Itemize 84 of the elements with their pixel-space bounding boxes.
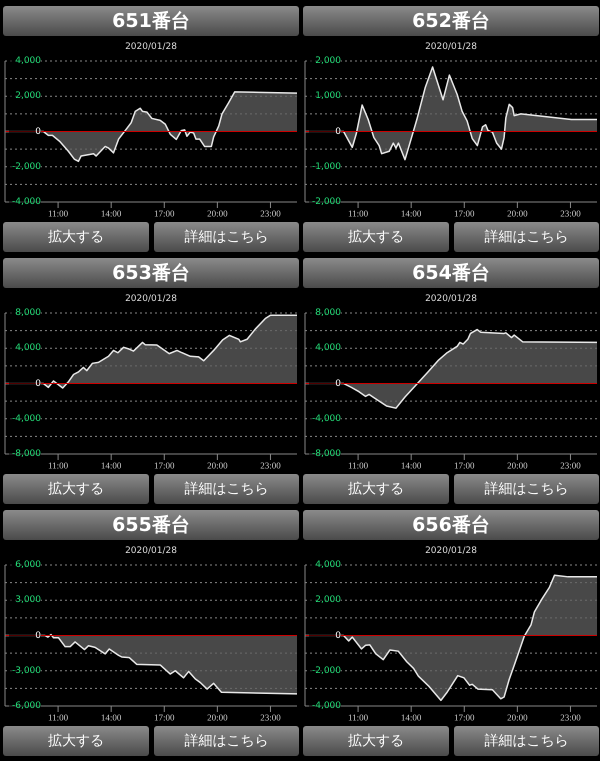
y-tick-label: -8,000 bbox=[309, 448, 341, 460]
text: 拡大する bbox=[3, 222, 148, 252]
x-tick-label: 17:00 bbox=[454, 460, 476, 470]
y-tick-label: 2,000 bbox=[309, 55, 341, 67]
y-tick-label: 0 bbox=[9, 630, 41, 642]
x-tick-label: 20:00 bbox=[207, 460, 228, 470]
text: 拡大する bbox=[303, 726, 448, 756]
x-tick-label: 14:00 bbox=[400, 712, 422, 722]
x-tick-label: 11:00 bbox=[348, 208, 369, 218]
y-tick-label: -6,000 bbox=[9, 700, 41, 712]
chart-title: 651番台 bbox=[3, 6, 299, 36]
x-tick-label: 14:00 bbox=[100, 208, 122, 218]
y-tick-label: 0 bbox=[309, 630, 341, 642]
y-tick-label: -2,000 bbox=[309, 664, 341, 677]
y-tick-label: -3,000 bbox=[9, 664, 41, 677]
x-tick-label: 11:00 bbox=[48, 712, 69, 722]
y-tick-label: 4,000 bbox=[309, 559, 341, 571]
y-tick-label: 0 bbox=[309, 378, 341, 390]
y-tick-label: -1,000 bbox=[309, 160, 341, 173]
text: 詳細はこちら bbox=[454, 474, 599, 504]
x-tick-label: 17:00 bbox=[154, 712, 176, 722]
x-tick-label: 23:00 bbox=[260, 712, 282, 722]
text: 拡大する bbox=[3, 474, 148, 504]
text: 詳細はこちら bbox=[454, 222, 599, 252]
x-tick-label: 17:00 bbox=[154, 208, 176, 218]
text: 詳細はこちら bbox=[454, 726, 599, 756]
text: 詳細はこちら bbox=[154, 474, 299, 504]
y-tick-label: -4,000 bbox=[309, 412, 341, 425]
chart-title: 654番台 bbox=[303, 258, 599, 288]
x-tick-label: 20:00 bbox=[507, 208, 528, 218]
text: 拡大する bbox=[303, 222, 448, 252]
y-tick-label: 0 bbox=[9, 378, 41, 390]
y-tick-label: -2,000 bbox=[309, 196, 341, 208]
chart-title: 656番台 bbox=[303, 510, 599, 540]
x-tick-label: 11:00 bbox=[348, 712, 369, 722]
chart-title: 655番台 bbox=[3, 510, 299, 540]
chart-subtitle: 2020/01/28 bbox=[424, 41, 478, 54]
x-tick-label: 11:00 bbox=[348, 460, 369, 470]
x-tick-label: 11:00 bbox=[48, 460, 69, 470]
x-tick-label: 20:00 bbox=[507, 460, 528, 470]
y-tick-label: 8,000 bbox=[309, 307, 341, 319]
y-tick-label: 8,000 bbox=[9, 307, 41, 319]
x-tick-label: 23:00 bbox=[560, 712, 582, 722]
chart-title: 652番台 bbox=[303, 6, 599, 36]
x-tick-label: 11:00 bbox=[48, 208, 69, 218]
x-tick-label: 14:00 bbox=[400, 460, 422, 470]
x-tick-label: 23:00 bbox=[560, 460, 582, 470]
y-tick-label: 1,000 bbox=[309, 90, 341, 102]
chart-subtitle: 2020/01/28 bbox=[424, 545, 478, 558]
x-tick-label: 20:00 bbox=[207, 208, 228, 218]
chart-title: 653番台 bbox=[3, 258, 299, 288]
x-tick-label: 14:00 bbox=[100, 460, 122, 470]
text: 詳細はこちら bbox=[154, 222, 299, 252]
chart-subtitle: 2020/01/28 bbox=[124, 41, 178, 54]
x-tick-label: 14:00 bbox=[400, 208, 422, 218]
chart-subtitle: 2020/01/28 bbox=[424, 293, 478, 306]
y-tick-label: 2,000 bbox=[309, 594, 341, 606]
y-tick-label: 4,000 bbox=[9, 342, 41, 354]
x-tick-label: 17:00 bbox=[454, 208, 476, 218]
x-tick-label: 23:00 bbox=[260, 460, 282, 470]
y-tick-label: -8,000 bbox=[9, 448, 41, 460]
x-tick-label: 23:00 bbox=[560, 208, 582, 218]
chart-subtitle: 2020/01/28 bbox=[124, 545, 178, 558]
y-tick-label: -4,000 bbox=[309, 700, 341, 712]
y-tick-label: 2,000 bbox=[9, 90, 41, 102]
chart-subtitle: 2020/01/28 bbox=[124, 293, 178, 306]
y-tick-label: 4,000 bbox=[309, 342, 341, 354]
y-tick-label: 3,000 bbox=[9, 594, 41, 606]
y-tick-label: -2,000 bbox=[9, 160, 41, 173]
x-tick-label: 17:00 bbox=[154, 460, 176, 470]
x-tick-label: 20:00 bbox=[207, 712, 228, 722]
text: 拡大する bbox=[3, 726, 148, 756]
x-tick-label: 17:00 bbox=[454, 712, 476, 722]
x-tick-label: 14:00 bbox=[100, 712, 122, 722]
x-tick-label: 23:00 bbox=[260, 208, 282, 218]
x-tick-label: 20:00 bbox=[507, 712, 528, 722]
y-tick-label: 0 bbox=[309, 126, 341, 138]
y-tick-label: 6,000 bbox=[9, 559, 41, 571]
y-tick-label: -4,000 bbox=[9, 196, 41, 208]
y-tick-label: -4,000 bbox=[9, 412, 41, 425]
y-tick-label: 0 bbox=[9, 126, 41, 138]
text: 拡大する bbox=[303, 474, 448, 504]
text: 詳細はこちら bbox=[154, 726, 299, 756]
y-tick-label: 4,000 bbox=[9, 55, 41, 67]
